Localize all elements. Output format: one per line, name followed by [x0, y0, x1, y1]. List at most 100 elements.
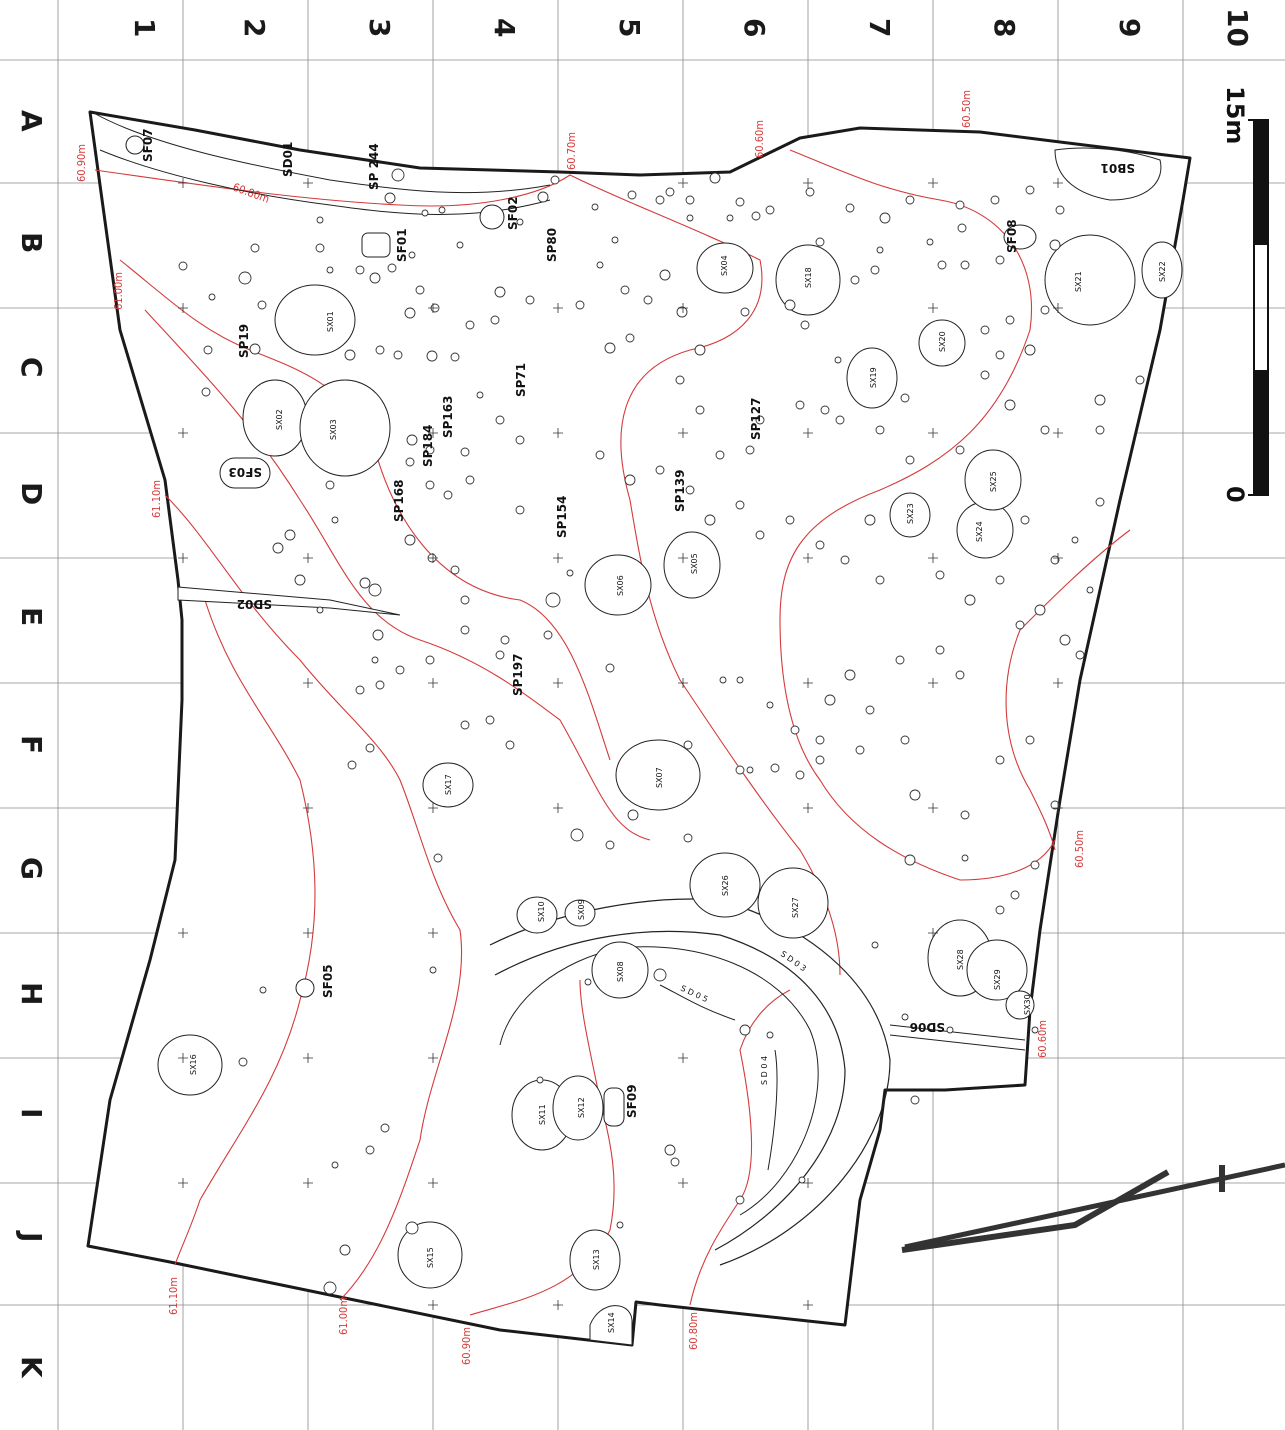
label-SF07: SF07 — [141, 128, 155, 162]
grid-crosses — [178, 178, 1063, 1310]
ditch-sd06 — [889, 1024, 1026, 1051]
label-SX14: SX14 — [607, 1312, 616, 1333]
label-SX04: SX04 — [720, 255, 729, 276]
contour-9 — [1005, 529, 1131, 851]
row-label-B: B — [15, 232, 48, 253]
label-SX23: SX23 — [906, 503, 915, 524]
ditch-sd02 — [177, 586, 401, 616]
row-label-C: C — [15, 357, 48, 378]
elev-label: 60.80m — [687, 1312, 700, 1350]
label-SF03: SF03 — [228, 465, 262, 479]
ditch-sd04 — [767, 1049, 778, 1171]
label-SX01: SX01 — [326, 311, 335, 332]
ditch-sd05 — [659, 984, 736, 1021]
label-SX22: SX22 — [1158, 261, 1167, 282]
row-label-F: F — [15, 735, 48, 754]
label-SX15: SX15 — [426, 1247, 435, 1268]
north-arrow-icon — [901, 1162, 1285, 1253]
label-SB01: SB01 — [1101, 161, 1136, 175]
label-SX11: SX11 — [538, 1104, 547, 1125]
scale-max-label: 15m — [1221, 86, 1249, 144]
label-SD04: S D 0 4 — [760, 1056, 769, 1085]
label-SX09: SX09 — [577, 899, 586, 920]
label-SX28: SX28 — [956, 949, 965, 970]
label-SX06: SX06 — [616, 575, 625, 596]
label-SP184: SP184 — [421, 425, 435, 468]
ditch-sd03-inner2 — [499, 946, 819, 1216]
label-SX30: SX30 — [1023, 994, 1032, 1015]
elev-label: 60.50m — [960, 90, 973, 128]
ditch-sd01-inner — [99, 149, 551, 215]
contour-4 — [164, 494, 463, 1301]
col-label-2: 2 — [238, 18, 271, 37]
label-SX21: SX21 — [1074, 271, 1083, 292]
elevation-labels: 60.90m 60.80m 61.00m 61.10m 60.70m 60.60… — [75, 90, 1086, 1365]
label-SX19: SX19 — [869, 367, 878, 388]
label-SF05: SF05 — [321, 964, 335, 998]
label-SX08: SX08 — [616, 961, 625, 982]
contour-3 — [144, 309, 651, 841]
row-label-K: K — [15, 1356, 48, 1379]
small-pits — [178, 168, 1145, 1295]
col-label-4: 4 — [488, 18, 521, 37]
contour-6 — [469, 979, 615, 1316]
label-SX12: SX12 — [577, 1097, 586, 1118]
row-labels: A B C D E F G H I J K — [15, 110, 48, 1379]
elev-label: 60.60m — [1036, 1020, 1049, 1058]
elev-label: 60.90m — [460, 1327, 473, 1365]
label-SP168: SP168 — [392, 480, 406, 523]
label-SX20: SX20 — [938, 331, 947, 352]
elev-label: 60.90m — [75, 144, 88, 182]
col-label-6: 6 — [738, 18, 771, 37]
row-label-I: I — [15, 1108, 48, 1118]
elev-label: 61.10m — [167, 1277, 180, 1315]
elev-label: 61.10m — [150, 480, 163, 518]
label-SP163: SP163 — [441, 396, 455, 439]
label-SP244: SP 244 — [367, 143, 381, 190]
row-label-D: D — [15, 482, 48, 505]
row-label-E: E — [15, 607, 48, 626]
col-label-9: 9 — [1113, 18, 1146, 37]
col-label-3: 3 — [363, 18, 396, 37]
label-SX05: SX05 — [690, 553, 699, 574]
label-SX24: SX24 — [975, 521, 984, 542]
label-SX03: SX03 — [329, 419, 338, 440]
elev-label: 60.50m — [1073, 830, 1086, 868]
label-SD02: SD02 — [237, 597, 272, 611]
label-SX10: SX10 — [537, 901, 546, 922]
label-SX27: SX27 — [791, 897, 800, 918]
ditch-sd01 — [91, 111, 551, 194]
scale-bar: 15m 0 — [1221, 86, 1269, 503]
label-SX02: SX02 — [275, 409, 284, 430]
col-label-10: 10 — [1221, 8, 1254, 47]
elev-label: 61.00m — [337, 1297, 350, 1335]
label-SP139: SP139 — [673, 470, 687, 513]
label-SP80: SP80 — [545, 228, 559, 262]
label-SF01: SF01 — [395, 228, 409, 262]
linear-features — [91, 111, 1026, 1266]
col-label-7: 7 — [863, 18, 896, 37]
label-SP71: SP71 — [514, 363, 528, 397]
elev-label: 60.60m — [753, 120, 766, 158]
label-SF09: SF09 — [625, 1084, 639, 1118]
feature-labels: SF07 SD01 SP 244 SF02 SF01 SP80 SP19 SX0… — [141, 128, 1167, 1333]
col-label-1: 1 — [128, 18, 161, 37]
column-labels: 1 2 3 4 5 6 7 8 9 10 — [128, 8, 1254, 47]
row-label-J: J — [15, 1230, 48, 1242]
label-SX18: SX18 — [804, 267, 813, 288]
label-SF02: SF02 — [506, 196, 520, 230]
row-label-G: G — [15, 857, 48, 880]
label-SP127: SP127 — [749, 398, 763, 441]
label-SP197: SP197 — [511, 654, 525, 697]
row-label-H: H — [15, 982, 48, 1005]
label-SX07: SX07 — [655, 767, 664, 788]
label-SX16: SX16 — [189, 1054, 198, 1075]
features — [125, 135, 1183, 1346]
elev-label: 61.00m — [112, 272, 125, 310]
elev-label: 60.70m — [565, 132, 578, 170]
row-label-A: A — [15, 110, 48, 132]
excavation-boundary — [86, 110, 1192, 1347]
scale-zero-label: 0 — [1221, 486, 1249, 503]
label-SX17: SX17 — [444, 774, 453, 795]
ditch-sd03 — [489, 898, 891, 1266]
